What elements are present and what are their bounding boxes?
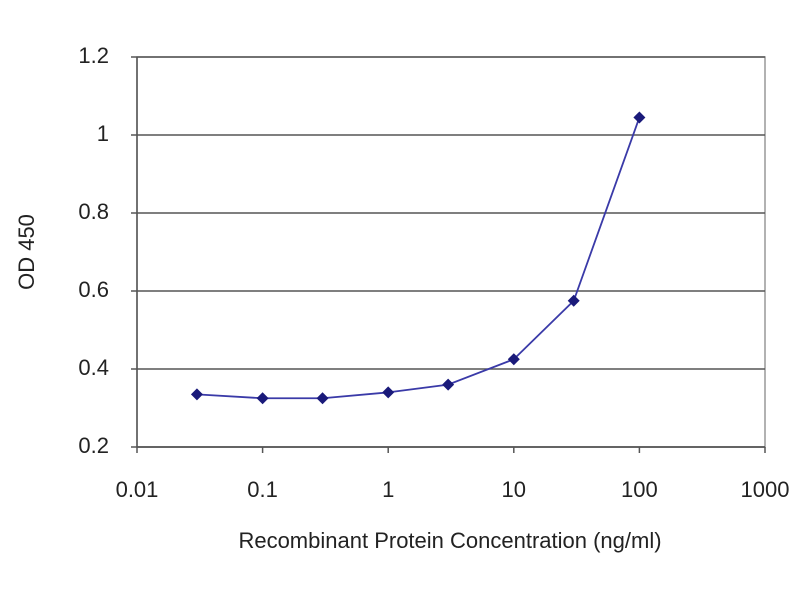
y-tick-label: 0.4 — [78, 355, 109, 380]
plot-area — [136, 56, 766, 448]
x-tick-label: 1 — [382, 477, 394, 502]
data-point — [256, 392, 269, 405]
y-axis-label: OD 450 — [14, 214, 39, 290]
data-point — [633, 111, 646, 124]
x-tick-label: 1000 — [741, 477, 790, 502]
data-line — [196, 117, 641, 400]
y-tick-label: 0.8 — [78, 199, 109, 224]
x-tick-label: 0.01 — [116, 477, 159, 502]
data-point — [190, 388, 203, 401]
x-tick-label: 10 — [502, 477, 526, 502]
y-tick-label: 1 — [97, 121, 109, 146]
data-point — [316, 392, 329, 405]
x-tick-label: 100 — [621, 477, 658, 502]
x-axis-label: Recombinant Protein Concentration (ng/ml… — [238, 528, 661, 553]
data-point — [382, 386, 395, 399]
y-tick-label: 1.2 — [78, 43, 109, 68]
data-point — [442, 378, 455, 391]
data-point — [567, 294, 580, 307]
y-tick-label: 0.6 — [78, 277, 109, 302]
data-point — [507, 353, 520, 366]
x-tick-label: 0.1 — [247, 477, 278, 502]
y-tick-label: 0.2 — [78, 433, 109, 458]
